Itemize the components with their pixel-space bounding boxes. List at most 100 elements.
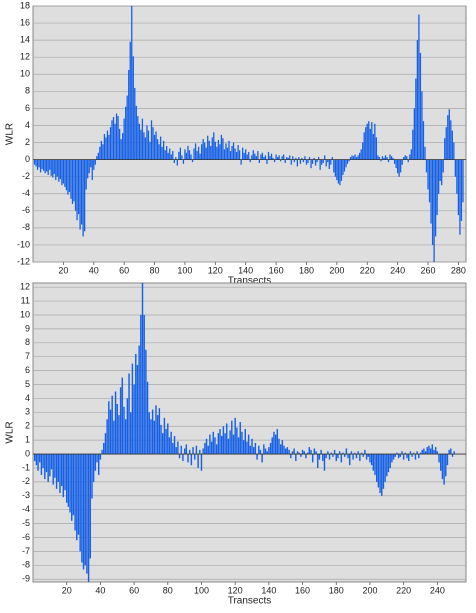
x-tick-label: 20 xyxy=(62,585,72,595)
y-tick-label: 8 xyxy=(25,86,30,96)
bar xyxy=(390,156,393,160)
bar xyxy=(418,14,420,160)
bar xyxy=(423,448,425,455)
bar xyxy=(55,159,57,181)
bar xyxy=(384,454,386,482)
y-tick-label: 16 xyxy=(20,17,30,27)
bar xyxy=(209,434,211,455)
bar xyxy=(71,454,73,521)
bar xyxy=(392,454,395,460)
bar xyxy=(336,159,338,181)
bar xyxy=(340,454,343,463)
y-tick-label: 12 xyxy=(20,282,30,292)
bar xyxy=(237,145,239,160)
bar xyxy=(451,130,453,160)
bar xyxy=(96,156,98,160)
bar xyxy=(144,137,147,160)
bar xyxy=(187,454,189,463)
bar xyxy=(141,283,144,455)
bar xyxy=(349,157,352,160)
bar xyxy=(38,159,40,168)
bar xyxy=(327,451,329,455)
bar xyxy=(47,454,49,482)
bar xyxy=(55,454,58,489)
y-tick-label: 5 xyxy=(25,379,30,389)
bar xyxy=(227,438,230,455)
bar xyxy=(138,345,140,455)
bar xyxy=(56,159,58,177)
bar xyxy=(216,146,218,160)
bar xyxy=(33,454,36,462)
bar xyxy=(254,153,256,160)
bar xyxy=(82,454,85,570)
bar xyxy=(239,422,241,455)
bar xyxy=(374,454,376,475)
bar xyxy=(292,156,294,160)
bar xyxy=(389,454,391,468)
bar xyxy=(338,451,341,455)
bar xyxy=(354,452,356,455)
bar xyxy=(184,149,186,160)
bar xyxy=(357,451,359,455)
y-tick-label: -7 xyxy=(22,546,30,556)
bar xyxy=(185,444,188,455)
bar xyxy=(151,409,154,455)
bar xyxy=(242,440,245,455)
y-tick-label: 8 xyxy=(25,337,30,347)
bar xyxy=(315,451,317,455)
bar xyxy=(190,454,193,466)
bar xyxy=(426,447,428,455)
bar xyxy=(371,122,373,160)
bar xyxy=(100,140,103,160)
bar xyxy=(200,144,203,160)
bar xyxy=(194,143,197,160)
bar xyxy=(281,156,283,160)
bar xyxy=(355,454,358,459)
bar xyxy=(333,449,336,455)
bar xyxy=(386,157,388,160)
bar xyxy=(80,159,83,225)
bar xyxy=(173,435,176,455)
bar xyxy=(99,454,102,460)
bar xyxy=(451,454,454,457)
x-tick-label: 220 xyxy=(396,585,411,595)
bar xyxy=(156,139,159,160)
bar xyxy=(134,87,136,160)
bar xyxy=(305,159,308,165)
bar xyxy=(374,123,376,160)
x-axis-label: Transects xyxy=(228,276,272,287)
bar xyxy=(143,132,145,160)
bar xyxy=(129,41,131,160)
bar xyxy=(278,438,280,455)
bar xyxy=(425,159,428,173)
bar xyxy=(372,454,375,471)
y-tick-label: 2 xyxy=(25,421,30,431)
bar xyxy=(138,123,140,160)
bar xyxy=(319,159,321,170)
bar xyxy=(313,448,316,455)
bar xyxy=(87,159,89,179)
y-tick-label: -2 xyxy=(22,171,30,181)
bar xyxy=(121,133,124,160)
bar xyxy=(86,454,88,574)
bar xyxy=(42,159,45,171)
bar xyxy=(40,454,43,475)
bar xyxy=(188,150,191,160)
bar xyxy=(204,142,206,160)
bar xyxy=(109,409,112,455)
bar xyxy=(175,157,177,160)
x-tick-label: 120 xyxy=(208,265,223,275)
bar xyxy=(104,433,107,455)
bar xyxy=(387,454,390,473)
bar xyxy=(140,129,142,160)
bar xyxy=(367,454,369,457)
bar xyxy=(324,155,326,160)
bar xyxy=(128,70,130,160)
bar xyxy=(286,447,289,455)
bar xyxy=(436,451,439,455)
bar xyxy=(328,454,331,460)
bar xyxy=(179,147,182,160)
y-tick-label: 11 xyxy=(21,295,30,305)
bar xyxy=(377,454,380,488)
bar xyxy=(224,433,226,455)
